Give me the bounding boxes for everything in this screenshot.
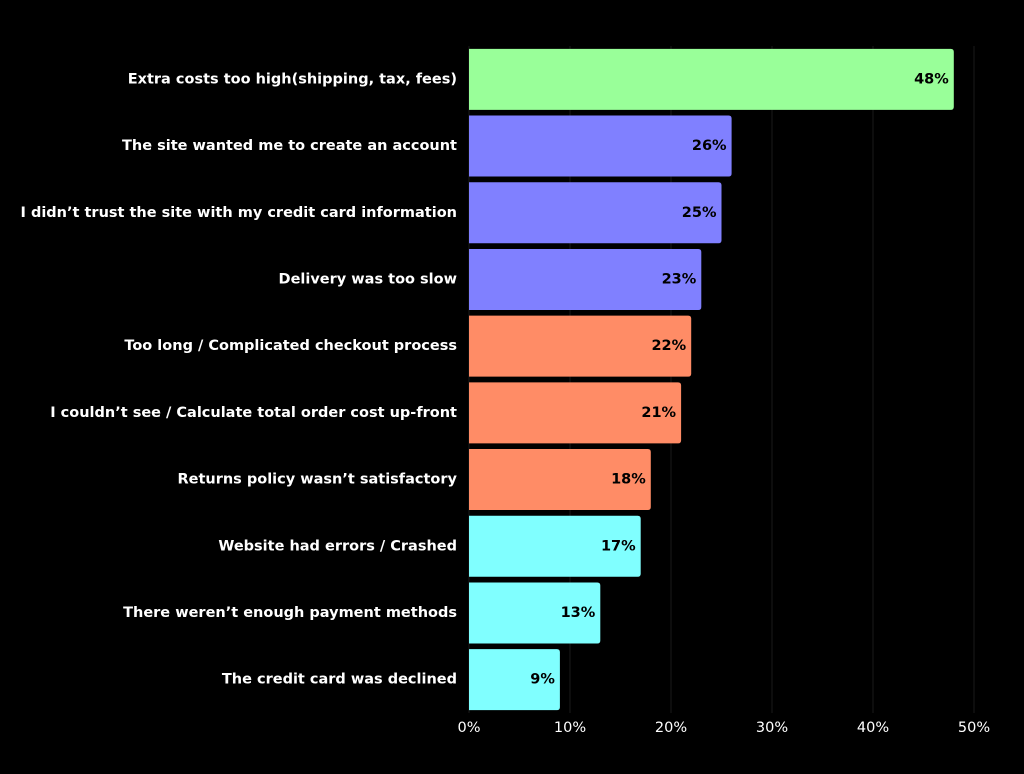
x-tick-label: 30% (756, 720, 788, 736)
category-label: The site wanted me to create an account (122, 138, 457, 154)
bar (469, 449, 651, 511)
category-label: Extra costs too high(shipping, tax, fees… (128, 71, 457, 87)
category-label: Too long / Complicated checkout process (124, 338, 457, 354)
x-tick-label: 10% (554, 720, 586, 736)
value-label: 48% (914, 71, 949, 87)
bar (469, 48, 954, 110)
category-label: Returns policy wasn’t satisfactory (177, 472, 457, 488)
x-tick-label: 0% (457, 720, 480, 736)
bar (469, 248, 702, 310)
value-label: 18% (611, 472, 646, 488)
value-label: 25% (682, 205, 717, 221)
x-tick-label: 50% (958, 720, 990, 736)
value-label: 17% (601, 538, 636, 554)
value-label: 13% (561, 605, 596, 621)
bar (469, 115, 732, 177)
category-label: Website had errors / Crashed (218, 538, 457, 554)
bar (469, 315, 692, 377)
x-tick-label: 40% (857, 720, 889, 736)
category-label: There weren’t enough payment methods (123, 605, 457, 621)
value-label: 26% (692, 138, 727, 154)
bar (469, 515, 641, 577)
bar (469, 382, 682, 444)
bar (469, 582, 601, 644)
bar (469, 649, 560, 711)
category-label: I couldn’t see / Calculate total order c… (50, 405, 457, 421)
value-label: 9% (530, 672, 555, 688)
category-label: The credit card was declined (222, 672, 457, 688)
value-label: 22% (651, 338, 686, 354)
category-label: Delivery was too slow (279, 271, 457, 287)
x-tick-label: 20% (655, 720, 687, 736)
value-label: 23% (662, 271, 697, 287)
value-label: 21% (641, 405, 676, 421)
bar (469, 182, 722, 244)
category-label: I didn’t trust the site with my credit c… (21, 205, 458, 221)
